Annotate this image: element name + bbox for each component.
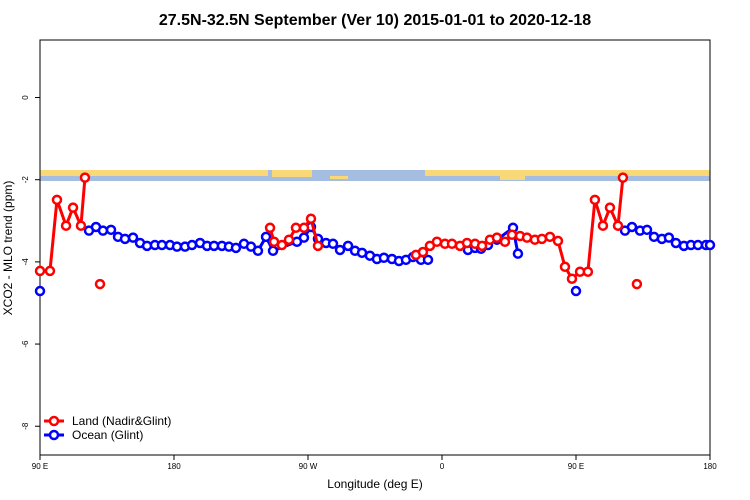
data-point <box>75 220 87 231</box>
data-point <box>536 233 548 245</box>
data-point <box>44 265 56 277</box>
data-point <box>446 238 458 250</box>
data-point <box>431 236 443 247</box>
data-point <box>461 237 473 249</box>
data-point <box>512 248 524 259</box>
data-point <box>327 238 339 250</box>
data-point <box>119 233 131 245</box>
data-point <box>499 236 511 247</box>
x-tick-label: 180 <box>703 462 717 471</box>
data-point <box>422 254 434 266</box>
data-point <box>298 232 310 243</box>
data-point <box>506 229 518 241</box>
series-line <box>415 177 625 282</box>
data-point <box>589 194 601 206</box>
y-tick-label: -8 <box>21 422 30 430</box>
data-point <box>127 232 139 243</box>
data-point <box>491 232 503 243</box>
data-point <box>631 278 643 290</box>
data-point <box>641 224 653 236</box>
x-tick-label: 90 E <box>568 462 584 471</box>
legend-marker <box>48 429 60 441</box>
data-point <box>378 252 390 264</box>
data-point <box>252 245 264 257</box>
data-point <box>617 172 629 183</box>
data-point <box>97 225 109 236</box>
data-point <box>342 240 354 252</box>
data-point <box>186 239 198 251</box>
legend-label: Ocean (Glint) <box>72 428 143 442</box>
data-point <box>476 240 488 252</box>
data-point <box>283 234 295 245</box>
data-point <box>566 273 578 284</box>
x-axis-label: Longitude (deg E) <box>327 477 422 491</box>
data-point <box>597 220 609 231</box>
x-tick-label: 0 <box>440 462 445 471</box>
y-tick-label: -6 <box>21 340 30 348</box>
data-point <box>94 278 106 290</box>
data-point <box>105 224 117 236</box>
data-point <box>34 265 46 277</box>
data-point <box>312 240 324 252</box>
data-point <box>264 222 276 234</box>
data-point <box>67 202 79 213</box>
data-point <box>267 245 279 257</box>
data-point <box>552 235 564 247</box>
data-point <box>298 222 310 234</box>
data-point <box>570 285 582 297</box>
y-axis-label: XCO2 - MLO trend (ppm) <box>1 181 15 316</box>
data-point <box>230 242 242 254</box>
data-point <box>79 172 91 183</box>
data-point <box>582 266 594 277</box>
data-point <box>612 220 624 231</box>
legend-marker <box>48 415 60 427</box>
data-point <box>334 244 346 256</box>
data-point <box>559 261 571 273</box>
data-point <box>544 231 556 243</box>
data-point <box>51 194 63 206</box>
legend-label: Land (Nadir&Glint) <box>72 414 171 428</box>
data-point <box>276 239 288 251</box>
x-tick-label: 180 <box>167 462 181 471</box>
x-tick-label: 90 E <box>32 462 48 471</box>
chart-title: 27.5N-32.5N September (Ver 10) 2015-01-0… <box>159 12 591 29</box>
data-point <box>60 220 72 231</box>
data-point <box>305 213 317 224</box>
data-point <box>626 221 638 233</box>
y-tick-label: 0 <box>21 95 30 100</box>
data-point <box>663 232 675 243</box>
y-tick-label: -4 <box>21 258 30 266</box>
data-point <box>34 285 46 297</box>
data-point <box>260 231 272 243</box>
x-tick-label: 90 W <box>299 462 318 471</box>
data-point <box>417 246 429 258</box>
map-strip <box>40 170 710 181</box>
data-point <box>604 202 616 213</box>
y-tick-label: -2 <box>21 176 30 184</box>
data-point <box>704 239 716 251</box>
